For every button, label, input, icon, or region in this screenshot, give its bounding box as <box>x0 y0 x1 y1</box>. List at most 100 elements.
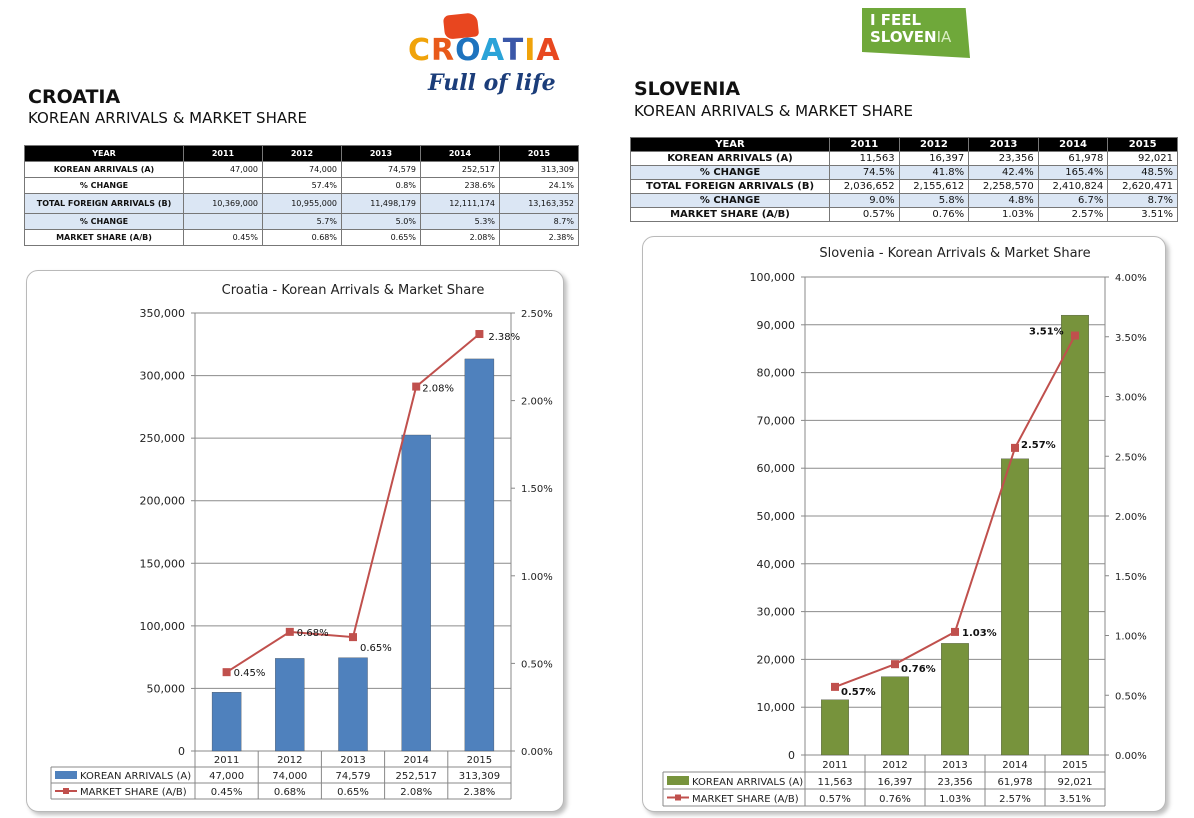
legend-swatch-marker <box>675 794 681 801</box>
row-label: % CHANGE <box>24 177 184 194</box>
table-cell <box>183 177 263 194</box>
table-cell: 74,579 <box>341 161 421 178</box>
table-cell: 92,021 <box>1107 151 1178 166</box>
table-cell: 5.0% <box>341 213 421 230</box>
table-row: % CHANGE 5.7% 5.0% 5.3% 8.7% <box>24 213 579 230</box>
table-cell: 2,155,612 <box>898 179 970 194</box>
data-label-market-share: 2.38% <box>488 332 520 343</box>
table-cell: 10,369,000 <box>183 193 263 214</box>
right-axis-tick-label: 1.50% <box>521 484 553 495</box>
right-axis-tick-label: 3.00% <box>1115 393 1147 404</box>
table-header-cell: YEAR <box>630 137 830 152</box>
x-axis-category-label: 2014 <box>403 755 428 766</box>
table-cell: 252,517 <box>420 161 500 178</box>
line-point-market-share <box>349 633 357 642</box>
table-row: KOREAN ARRIVALS (A) 11,563 16,397 23,356… <box>630 151 1178 166</box>
left-axis-tick-label: 100,000 <box>750 271 796 284</box>
left-axis-tick-label: 50,000 <box>757 510 796 523</box>
legend-swatch-bar <box>667 776 689 785</box>
table-cell: 0.65% <box>341 229 421 246</box>
left-axis-tick-label: 350,000 <box>140 307 186 320</box>
table-header-cell: 2014 <box>420 145 500 162</box>
left-axis-tick-label: 80,000 <box>757 367 796 380</box>
table-cell <box>183 213 263 230</box>
right-axis-tick-label: 1.00% <box>521 572 553 583</box>
legend-label-korean-arrivals: KOREAN ARRIVALS (A) <box>80 771 191 782</box>
data-label-market-share: 2.57% <box>1021 440 1056 451</box>
table-cell: 238.6% <box>420 177 500 194</box>
table-header-cell: 2015 <box>1107 137 1178 152</box>
slovenia-logo-line2: SLOVENIA <box>870 29 962 46</box>
bar-korean-arrivals <box>881 676 909 756</box>
row-label: % CHANGE <box>24 213 184 230</box>
data-label-market-share: 3.51% <box>1029 327 1064 338</box>
left-axis-tick-label: 100,000 <box>140 620 186 633</box>
chart-data-table: 2011 47,000 0.45% 2012 74,000 0.68% 2013 74,579… <box>50 751 512 800</box>
table-cell-korean-arrivals: 252,517 <box>396 771 437 782</box>
table-header-row: YEAR 2011 2012 2013 2014 2015 <box>24 145 579 162</box>
table-row: MARKET SHARE (A/B) 0.45% 0.68% 0.65% 2.0… <box>24 229 579 246</box>
legend-label-market-share: MARKET SHARE (A/B) <box>80 787 187 798</box>
slovenia-chart-panel: Slovenia - Korean Arrivals & Market Shar… <box>642 236 1166 812</box>
table-header-row: YEAR 2011 2012 2013 2014 2015 <box>630 137 1178 152</box>
table-cell: 8.7% <box>1107 193 1178 208</box>
slovenia-logo: I FEEL SLOVENIA <box>862 8 970 58</box>
line-point-market-share <box>831 682 839 691</box>
line-point-market-share <box>1071 331 1079 340</box>
table-cell: 2.57% <box>1037 207 1109 222</box>
right-axis-tick-label: 2.50% <box>521 309 553 320</box>
table-cell: 4.8% <box>968 193 1039 208</box>
line-point-market-share <box>891 660 899 669</box>
row-label: % CHANGE <box>630 193 830 208</box>
table-cell: 165.4% <box>1037 165 1109 180</box>
data-label-market-share: 0.45% <box>234 668 266 679</box>
croatia-chart: Croatia - Korean Arrivals & Market Share… <box>50 283 553 800</box>
table-row: TOTAL FOREIGN ARRIVALS (B) 2,036,652 2,1… <box>630 179 1178 194</box>
croatia-subheading: KOREAN ARRIVALS & MARKET SHARE <box>28 109 308 127</box>
left-axis-tick-label: 250,000 <box>140 432 186 445</box>
croatia-heading: CROATIA <box>28 86 121 108</box>
croatia-logo: CROATIA Full of life <box>408 12 568 100</box>
line-point-market-share <box>475 330 484 339</box>
table-header-cell: 2012 <box>262 145 342 162</box>
table-cell: 0.57% <box>829 207 900 222</box>
table-row: TOTAL FOREIGN ARRIVALS (B) 10,369,000 10… <box>24 193 579 214</box>
table-cell: 48.5% <box>1107 165 1178 180</box>
bar-korean-arrivals <box>1001 458 1029 756</box>
chart-data-table: 2011 11,563 0.57% 2012 16,397 0.76% 2013 23,356… <box>662 755 1106 807</box>
bar-korean-arrivals <box>464 358 495 752</box>
table-cell: 10,955,000 <box>262 193 342 214</box>
table-cell: 16,397 <box>898 151 970 166</box>
legend-swatch-marker <box>63 788 69 794</box>
left-axis-tick-label: 0 <box>788 749 795 762</box>
chart-title: Slovenia - Korean Arrivals & Market Shar… <box>819 246 1090 261</box>
table-cell-market-share: 1.03% <box>939 794 971 805</box>
table-cell: 47,000 <box>183 161 263 178</box>
data-label-market-share: 0.76% <box>901 664 936 675</box>
left-axis-tick-label: 30,000 <box>757 606 796 619</box>
row-label: MARKET SHARE (A/B) <box>24 229 184 246</box>
legend-label-market-share: MARKET SHARE (A/B) <box>692 794 799 805</box>
row-label: TOTAL FOREIGN ARRIVALS (B) <box>24 193 184 214</box>
line-point-market-share <box>285 627 294 636</box>
table-header-cell: 2011 <box>829 137 900 152</box>
left-axis-tick-label: 200,000 <box>140 495 186 508</box>
bar-korean-arrivals <box>941 643 969 756</box>
table-cell: 5.8% <box>898 193 970 208</box>
right-axis-tick-label: 1.50% <box>1115 572 1147 583</box>
table-cell-market-share: 0.76% <box>879 794 911 805</box>
line-point-market-share <box>412 382 421 391</box>
data-label-market-share: 0.68% <box>297 628 329 639</box>
x-axis-category-label: 2014 <box>1002 760 1027 771</box>
table-cell: 2.08% <box>420 229 500 246</box>
table-cell-korean-arrivals: 47,000 <box>209 771 244 782</box>
table-cell-market-share: 2.08% <box>400 787 432 798</box>
table-header-cell: 2012 <box>898 137 970 152</box>
right-axis-tick-label: 0.00% <box>521 747 553 758</box>
right-axis-tick-label: 2.00% <box>1115 512 1147 523</box>
bar-korean-arrivals <box>275 658 305 752</box>
table-cell: 0.76% <box>898 207 970 222</box>
table-cell-market-share: 3.51% <box>1059 794 1091 805</box>
table-cell: 0.68% <box>262 229 342 246</box>
table-cell: 74.5% <box>829 165 900 180</box>
